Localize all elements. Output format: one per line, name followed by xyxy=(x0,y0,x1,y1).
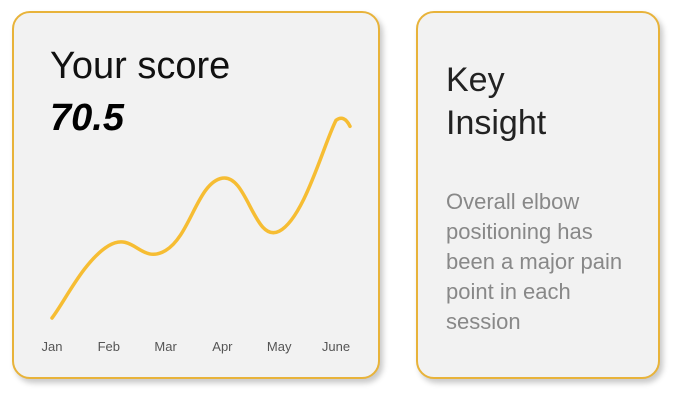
x-tick-label: Apr xyxy=(212,339,233,354)
x-tick-label: Jan xyxy=(42,339,63,354)
x-tick-label: May xyxy=(267,339,292,354)
insight-title-line-1: Key xyxy=(446,61,505,99)
score-title: Your score xyxy=(50,45,231,87)
score-value: 70.5 xyxy=(50,97,124,139)
x-tick-label: Mar xyxy=(154,339,177,354)
insight-title: Key Insight xyxy=(446,59,646,145)
score-trend-chart: Jan Feb Mar Apr May June xyxy=(42,116,352,354)
insight-body: Overall elbow positioning has been a maj… xyxy=(446,189,623,334)
x-tick-label: June xyxy=(322,339,350,354)
insight-title-line-2: Insight xyxy=(446,104,547,142)
insight-card: Key Insight Overall elbow positioning ha… xyxy=(416,11,660,379)
score-card: Your score 70.5 Jan Feb Mar Apr May June xyxy=(12,11,380,379)
x-tick-label: Feb xyxy=(98,339,120,354)
score-line xyxy=(50,116,352,320)
